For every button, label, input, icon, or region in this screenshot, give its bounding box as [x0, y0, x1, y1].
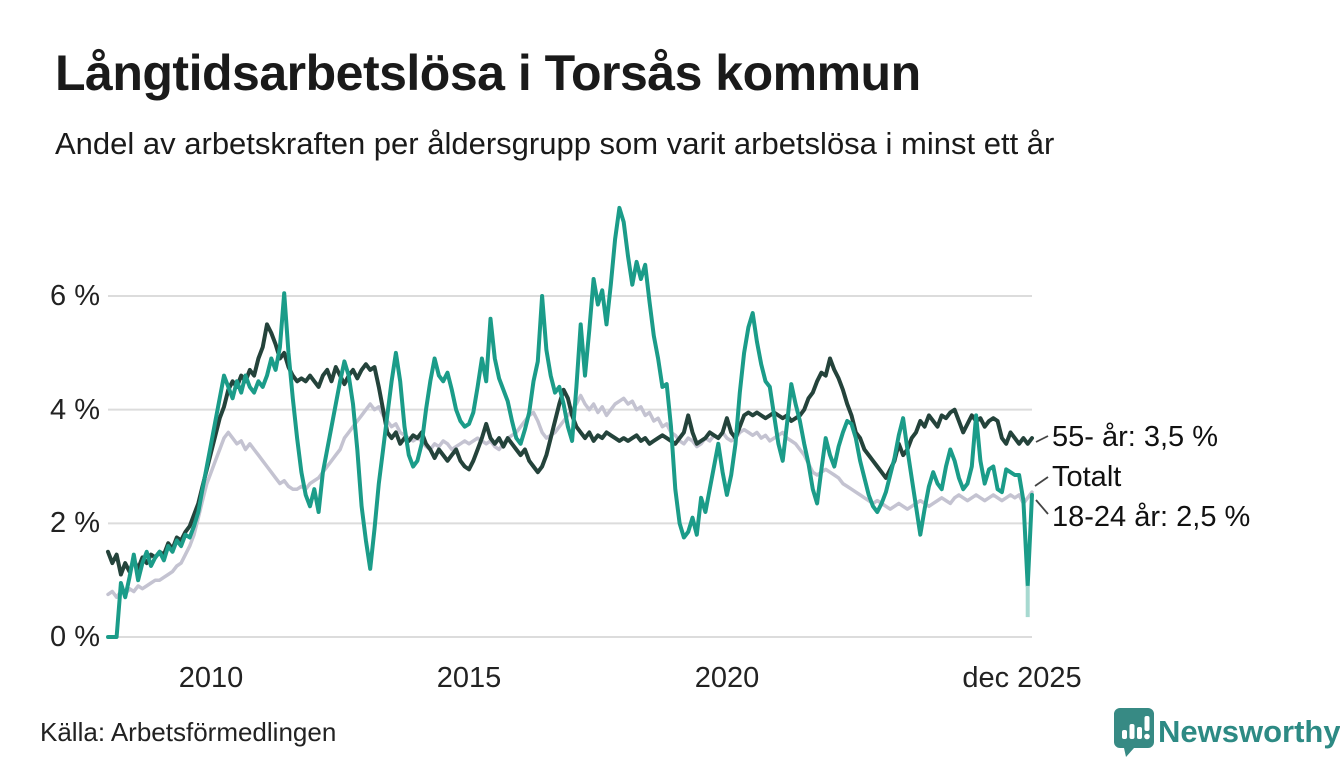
page-subtitle: Andel av arbetskraften per åldersgrupp s…: [55, 126, 1055, 161]
x-axis-tick-2020: 2020: [694, 662, 760, 694]
page-title: Långtidsarbetslösa i Torsås kommun: [55, 45, 921, 101]
newsworthy-wordmark: Newsworthy: [1158, 714, 1340, 749]
x-axis-tick-dec-2025: dec 2025: [962, 662, 1082, 694]
label-connectors: [1034, 435, 1049, 515]
series-label-18-24: 18-24 år: 2,5 %: [1052, 501, 1251, 533]
x-axis-tick-2015: 2015: [436, 662, 502, 694]
line-chart: [106, 205, 1049, 639]
series-lines: [106, 205, 1034, 639]
series-label-55-plus: 55- år: 3,5 %: [1052, 421, 1219, 453]
newsworthy-icon: [1114, 708, 1154, 757]
y-axis-tick-0: 0 %: [50, 621, 100, 653]
series-label-totalt: Totalt: [1052, 461, 1122, 493]
x-axis-tick-2010: 2010: [178, 662, 244, 694]
series-line-Totalt: [106, 393, 1034, 599]
series-line-18-24-år: [106, 205, 1034, 639]
source-credit: Källa: Arbetsförmedlingen: [40, 717, 337, 747]
y-axis-tick-2: 2 %: [50, 507, 100, 539]
y-axis-tick-4: 4 %: [50, 394, 100, 426]
y-axis-tick-6: 6 %: [50, 280, 100, 312]
series-line-55-år: [106, 322, 1034, 577]
newsworthy-logo[interactable]: Newsworthy: [1112, 704, 1340, 760]
